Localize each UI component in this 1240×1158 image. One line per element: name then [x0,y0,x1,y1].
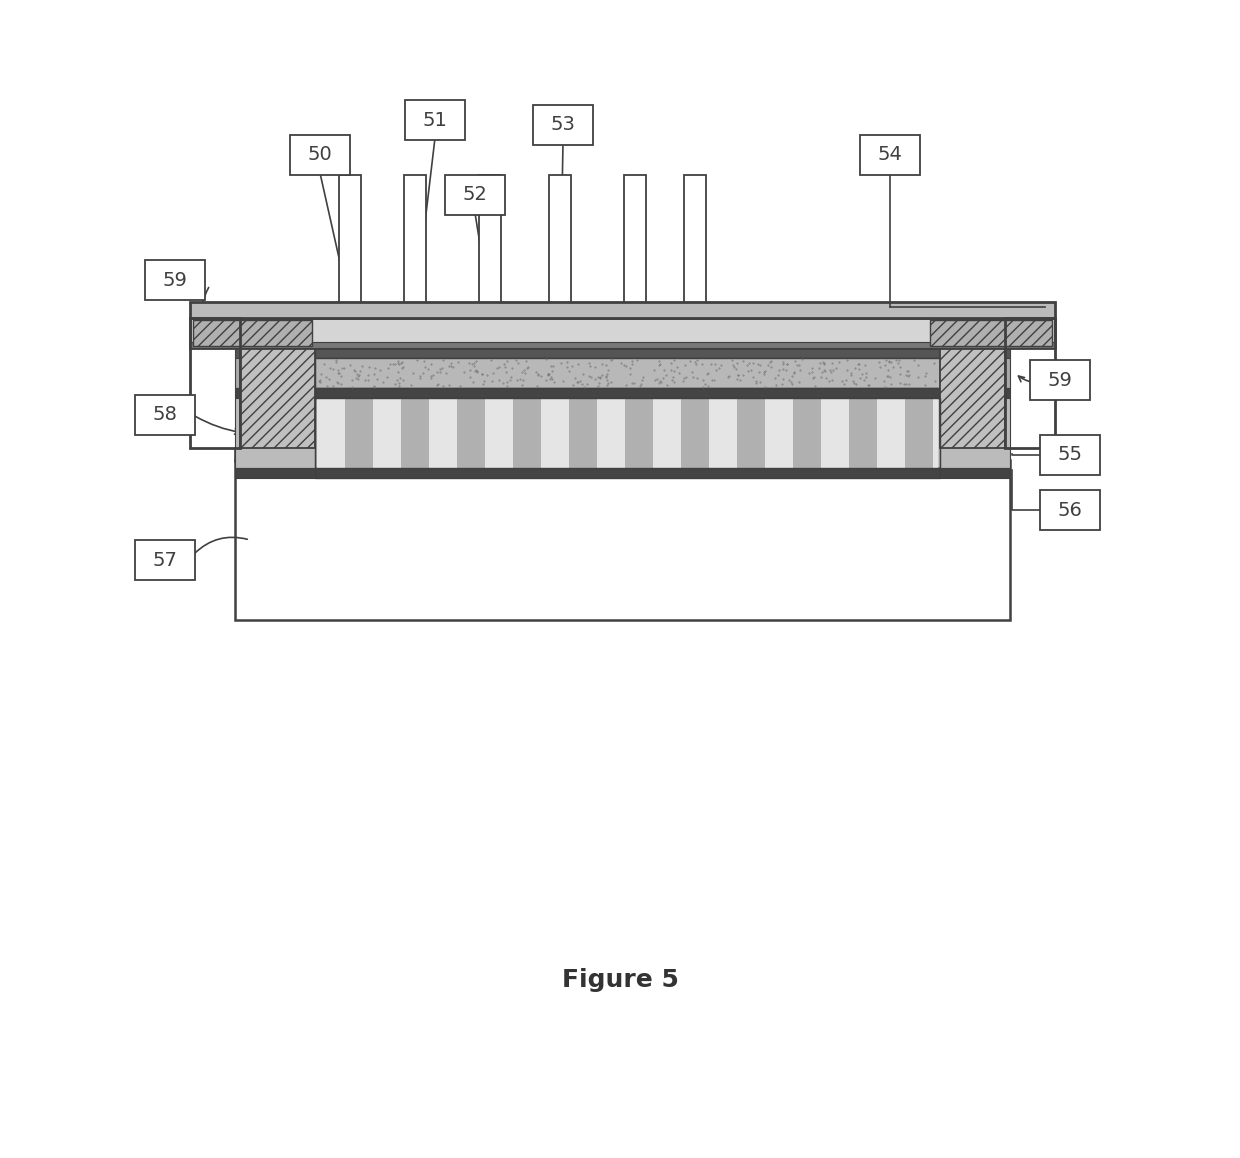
FancyBboxPatch shape [765,398,794,468]
FancyBboxPatch shape [569,398,596,468]
Text: 52: 52 [463,185,487,205]
FancyBboxPatch shape [940,349,1011,358]
FancyBboxPatch shape [1040,435,1100,475]
FancyBboxPatch shape [236,468,315,478]
FancyBboxPatch shape [1030,360,1090,400]
FancyBboxPatch shape [861,135,920,175]
FancyBboxPatch shape [940,388,1011,398]
FancyBboxPatch shape [821,398,849,468]
FancyBboxPatch shape [737,398,765,468]
Text: 59: 59 [162,271,187,290]
FancyBboxPatch shape [401,398,429,468]
FancyBboxPatch shape [315,388,940,398]
FancyBboxPatch shape [684,175,706,302]
FancyBboxPatch shape [190,318,1055,349]
FancyBboxPatch shape [135,540,195,580]
FancyBboxPatch shape [794,398,821,468]
FancyBboxPatch shape [905,398,932,468]
FancyBboxPatch shape [596,398,625,468]
FancyBboxPatch shape [479,175,501,302]
FancyBboxPatch shape [930,320,1052,346]
FancyBboxPatch shape [236,398,315,468]
Text: 56: 56 [1058,500,1083,520]
FancyBboxPatch shape [940,468,1011,478]
FancyBboxPatch shape [290,135,350,175]
FancyBboxPatch shape [709,398,737,468]
FancyBboxPatch shape [135,395,195,435]
FancyBboxPatch shape [236,388,315,398]
FancyBboxPatch shape [849,398,877,468]
FancyBboxPatch shape [236,358,315,388]
FancyBboxPatch shape [405,100,465,140]
FancyBboxPatch shape [485,398,513,468]
FancyBboxPatch shape [315,468,940,478]
FancyBboxPatch shape [625,398,653,468]
FancyBboxPatch shape [373,398,401,468]
FancyBboxPatch shape [236,349,315,358]
FancyBboxPatch shape [624,175,646,302]
FancyBboxPatch shape [533,105,593,145]
FancyBboxPatch shape [339,175,361,302]
FancyBboxPatch shape [940,398,1011,468]
FancyBboxPatch shape [653,398,681,468]
FancyBboxPatch shape [549,175,570,302]
Text: 57: 57 [153,550,177,570]
Text: 59: 59 [1048,371,1073,389]
FancyBboxPatch shape [315,349,940,358]
Text: 50: 50 [308,146,332,164]
Text: 58: 58 [153,405,177,425]
FancyBboxPatch shape [429,398,458,468]
FancyBboxPatch shape [317,398,345,468]
FancyBboxPatch shape [236,448,1011,462]
FancyBboxPatch shape [541,398,569,468]
FancyBboxPatch shape [193,320,312,346]
FancyBboxPatch shape [445,175,505,215]
FancyBboxPatch shape [513,398,541,468]
Text: 54: 54 [878,146,903,164]
Text: 51: 51 [423,110,448,130]
FancyBboxPatch shape [681,398,709,468]
FancyBboxPatch shape [145,261,205,300]
FancyBboxPatch shape [190,342,1055,349]
Text: 55: 55 [1058,446,1083,464]
FancyBboxPatch shape [940,349,1004,448]
FancyBboxPatch shape [236,460,1011,620]
FancyBboxPatch shape [940,358,1011,388]
Text: 53: 53 [551,116,575,134]
FancyBboxPatch shape [345,398,373,468]
FancyBboxPatch shape [315,398,940,468]
FancyBboxPatch shape [458,398,485,468]
FancyBboxPatch shape [190,302,1055,318]
Text: Figure 5: Figure 5 [562,968,678,992]
FancyBboxPatch shape [315,358,940,388]
FancyBboxPatch shape [1040,490,1100,530]
FancyBboxPatch shape [932,398,937,468]
FancyBboxPatch shape [877,398,905,468]
FancyBboxPatch shape [404,175,427,302]
FancyBboxPatch shape [241,349,315,448]
